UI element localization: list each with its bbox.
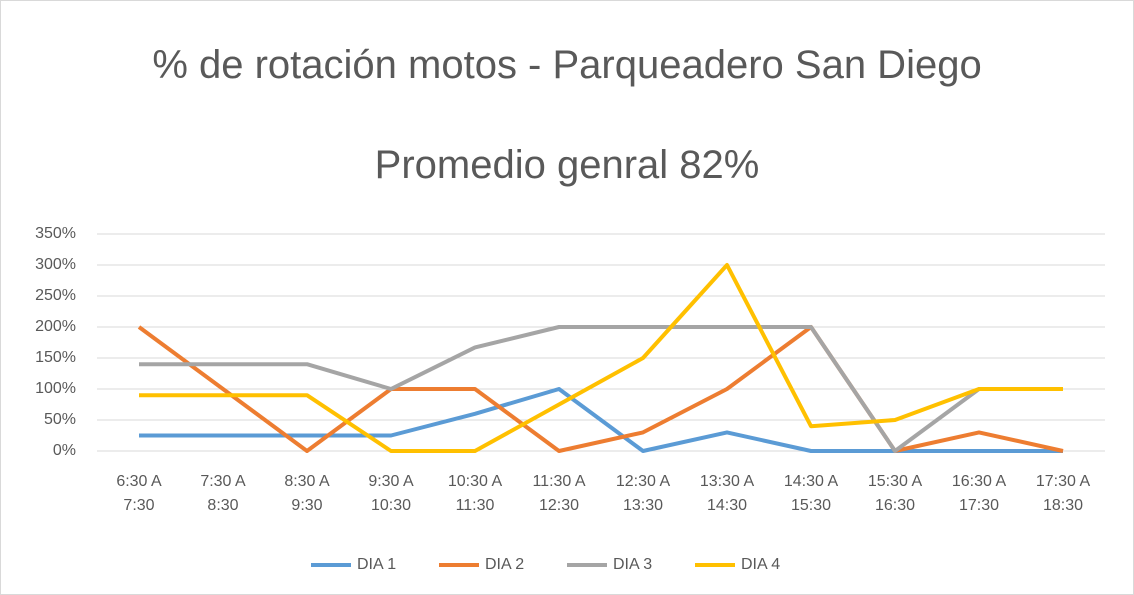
x-tick-label: 16:30 A 17:30 xyxy=(951,473,1007,514)
y-tick-label: 100% xyxy=(35,380,76,397)
x-tick-label: 6:30 A 7:30 xyxy=(116,473,162,514)
y-tick-label: 150% xyxy=(35,349,76,366)
x-tick-label: 15:30 A 16:30 xyxy=(867,473,923,514)
line-series xyxy=(139,263,1063,453)
x-tick-label: 14:30 A 15:30 xyxy=(783,473,839,514)
x-tick-label: 11:30 A 12:30 xyxy=(532,473,586,514)
line-series xyxy=(139,325,1063,453)
y-tick-label: 0% xyxy=(53,442,76,459)
legend-label: DIA 2 xyxy=(485,556,524,573)
legend-label: DIA 1 xyxy=(357,556,396,573)
y-tick-label: 300% xyxy=(35,256,76,273)
x-tick-label: 13:30 A 14:30 xyxy=(699,473,755,514)
chart-subtitle: Promedio genral 82% xyxy=(374,143,760,187)
x-tick-label: 7:30 A 8:30 xyxy=(200,473,246,514)
line-series xyxy=(137,325,1064,453)
line-series xyxy=(139,387,1063,453)
legend-label: DIA 3 xyxy=(613,556,652,573)
x-tick-label: 12:30 A 13:30 xyxy=(615,473,671,514)
x-tick-label: 9:30 A 10:30 xyxy=(368,473,414,514)
x-tick-label: 10:30 A 11:30 xyxy=(447,473,503,514)
chart-title: % de rotación motos - Parqueadero San Di… xyxy=(152,43,982,87)
legend-label: DIA 4 xyxy=(741,556,780,573)
y-tick-label: 250% xyxy=(35,287,76,304)
y-tick-label: 350% xyxy=(35,225,76,242)
y-tick-label: 200% xyxy=(35,318,76,335)
x-tick-label: 17:30 A 18:30 xyxy=(1035,473,1091,514)
x-tick-label: 8:30 A 9:30 xyxy=(284,473,330,514)
y-tick-label: 50% xyxy=(44,411,76,428)
